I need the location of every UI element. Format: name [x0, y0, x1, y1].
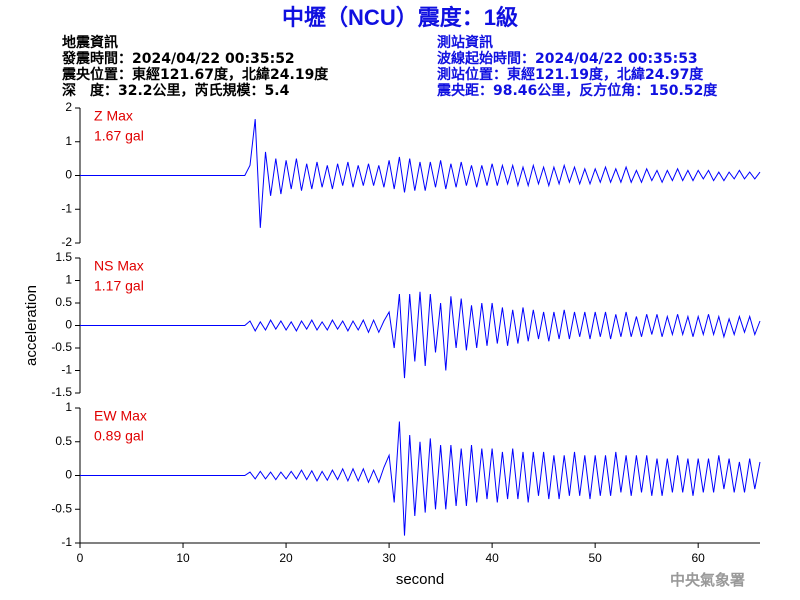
waveform: [80, 291, 761, 379]
annotation: Z Max: [94, 108, 133, 124]
waveform: [80, 119, 761, 228]
y-axis-label: acceleration: [23, 285, 40, 366]
x-tick-label: 60: [692, 551, 706, 565]
y-tick-label: 1.5: [55, 250, 72, 264]
header-left: 震央位置：東經121.67度，北緯24.19度: [61, 66, 329, 83]
annotation: 1.67 gal: [94, 128, 144, 144]
y-tick-label: 0.5: [55, 295, 72, 309]
y-tick-label: -1: [61, 363, 72, 377]
y-tick-label: 1: [65, 273, 72, 287]
x-tick-label: 30: [382, 551, 396, 565]
y-tick-label: 0: [65, 168, 72, 182]
header-right: 震央距：98.46公里，反方位角：150.52度: [436, 82, 718, 99]
x-tick-label: 50: [588, 551, 602, 565]
header-right: 波線起始時間：2024/04/22 00:35:53: [437, 50, 698, 67]
annotation: EW Max: [94, 408, 147, 424]
y-tick-label: 1: [65, 134, 72, 148]
y-tick-label: -0.5: [51, 501, 72, 515]
y-tick-label: -0.5: [51, 340, 72, 354]
footer: 中央氣象署: [670, 571, 745, 589]
y-tick-label: 2: [65, 100, 72, 114]
annotation: 1.17 gal: [94, 278, 144, 294]
y-tick-label: -2: [61, 235, 72, 249]
x-axis-label: second: [396, 571, 444, 588]
header-left: 地震資訊: [62, 34, 118, 51]
x-tick-label: 10: [176, 551, 190, 565]
y-tick-label: -1: [61, 535, 72, 549]
y-tick-label: -1: [61, 201, 72, 215]
annotation: 0.89 gal: [94, 428, 144, 444]
waveform: [80, 421, 761, 536]
y-tick-label: -1.5: [51, 385, 72, 399]
y-tick-label: 1: [65, 400, 72, 414]
y-tick-label: 0: [65, 318, 72, 332]
x-tick-label: 40: [485, 551, 499, 565]
header-right: 測站資訊: [437, 34, 493, 51]
x-tick-label: 0: [77, 551, 84, 565]
header-left: 深 度：32.2公里，芮氏規模：5.4: [62, 82, 290, 99]
x-tick-label: 20: [279, 551, 293, 565]
chart-title: 中壢（NCU）震度：1級: [282, 5, 518, 30]
header-left: 發震時間：2024/04/22 00:35:52: [61, 50, 295, 67]
header-right: 測站位置：東經121.19度，北緯24.97度: [437, 66, 704, 83]
y-tick-label: 0.5: [55, 434, 72, 448]
y-tick-label: 0: [65, 468, 72, 482]
annotation: NS Max: [94, 258, 144, 274]
